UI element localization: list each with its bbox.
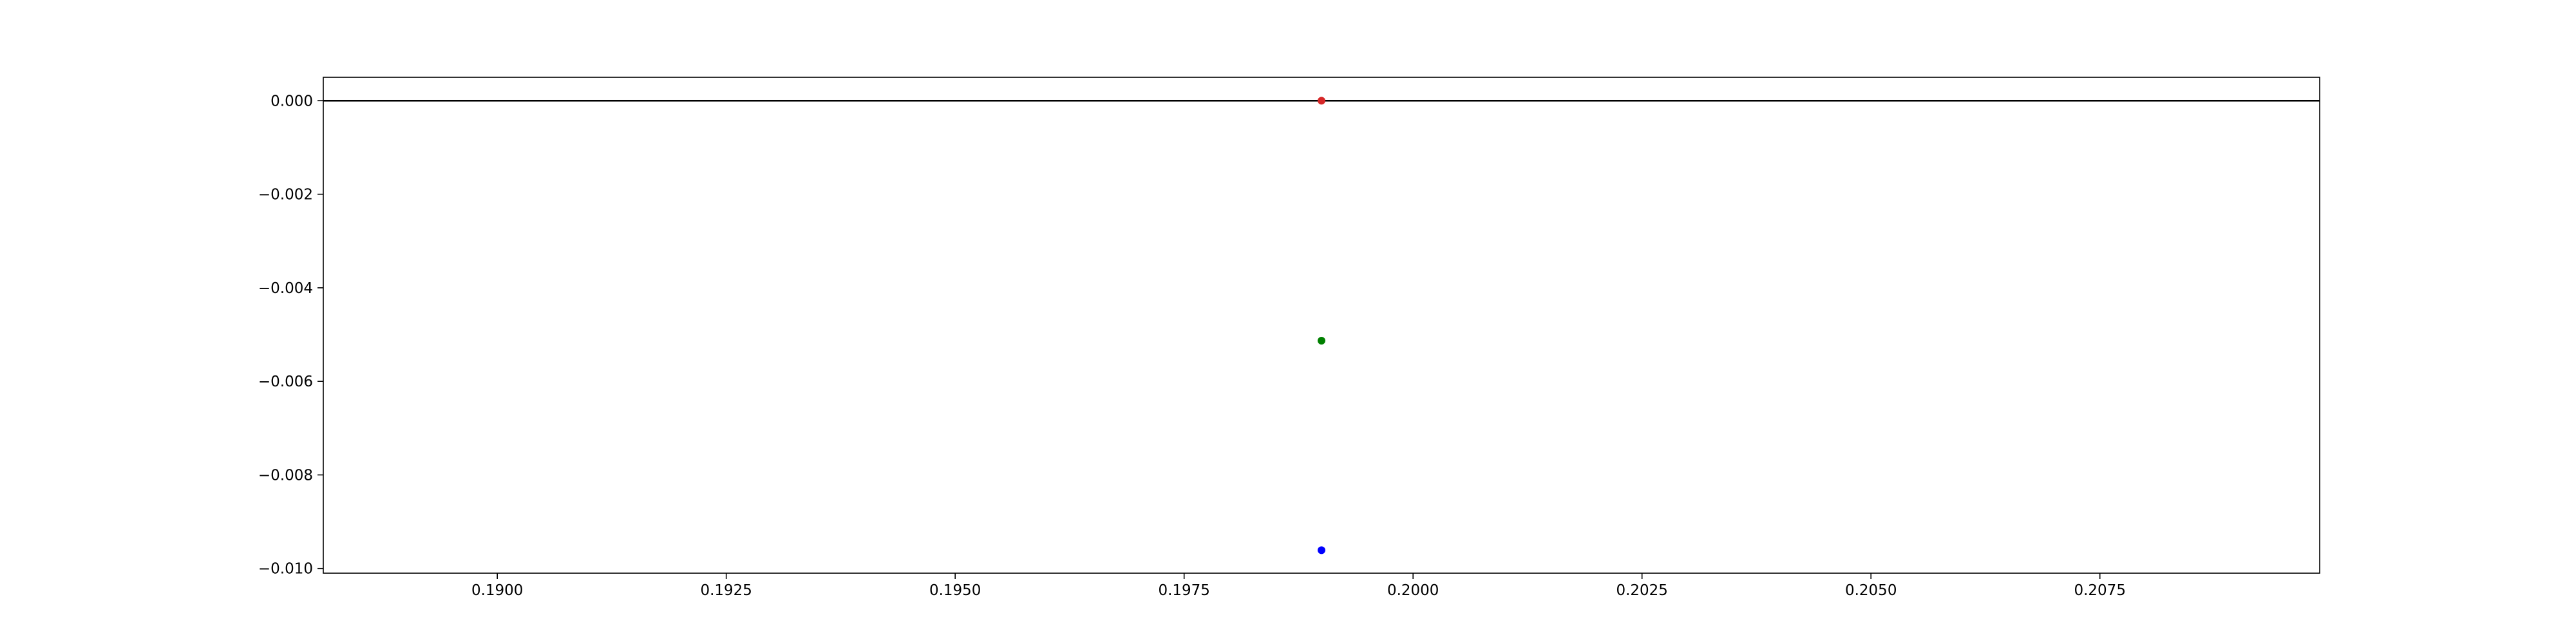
x-tick-label: 0.1900 bbox=[471, 582, 523, 599]
x-tick-label: 0.1925 bbox=[700, 582, 752, 599]
y-tick-label: −0.004 bbox=[258, 280, 313, 297]
y-tick-label: −0.010 bbox=[258, 561, 313, 578]
y-axis-ticks: 0.000 −0.002 −0.004 −0.006 −0.008 −0.010 bbox=[258, 93, 323, 578]
plot-area bbox=[323, 77, 2320, 573]
y-tick-label: 0.000 bbox=[270, 93, 313, 109]
data-point bbox=[1318, 546, 1325, 554]
x-tick-label: 0.2025 bbox=[1616, 582, 1667, 599]
data-points bbox=[1318, 97, 1325, 554]
x-tick-label: 0.2000 bbox=[1387, 582, 1439, 599]
data-point bbox=[1318, 336, 1325, 345]
x-tick-label: 0.1950 bbox=[929, 582, 981, 599]
x-axis-ticks: 0.1900 0.1925 0.1950 0.1975 0.2000 0.2025 0.20… bbox=[471, 573, 2126, 599]
x-tick-label: 0.2050 bbox=[1845, 582, 1897, 599]
x-tick-label: 0.2075 bbox=[2074, 582, 2125, 599]
x-tick-label: 0.1975 bbox=[1158, 582, 1209, 599]
plot-frame bbox=[323, 77, 2320, 574]
y-tick-label: −0.006 bbox=[258, 374, 313, 390]
y-tick-label: −0.002 bbox=[258, 187, 313, 204]
data-point bbox=[1318, 97, 1325, 105]
y-tick-label: −0.008 bbox=[258, 467, 313, 484]
